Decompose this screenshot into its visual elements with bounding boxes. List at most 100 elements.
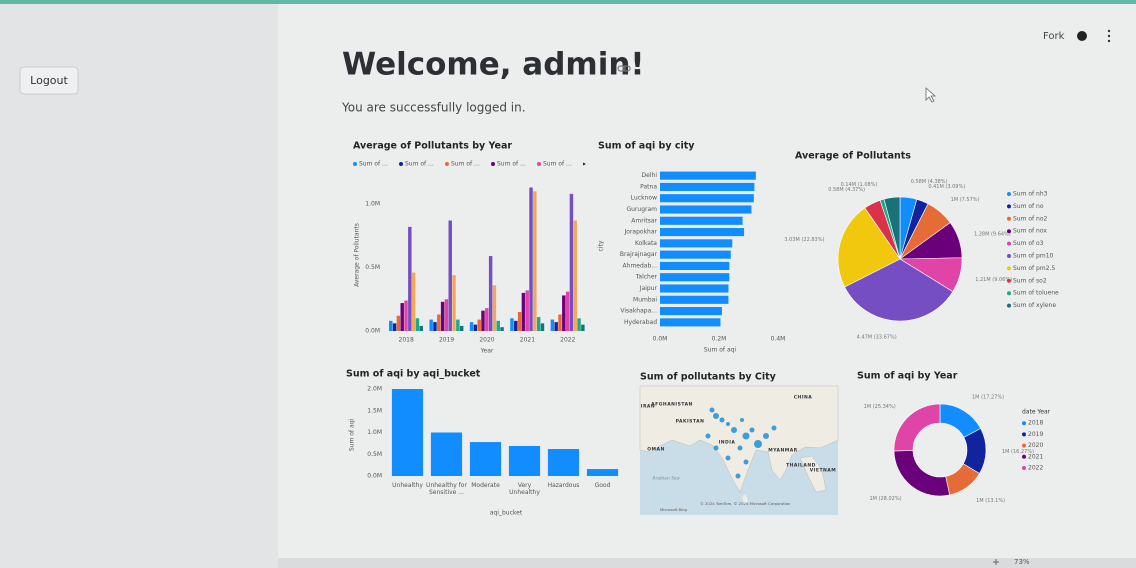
link-icon[interactable] [617, 65, 631, 72]
chart-title: Sum of pollutants by City [640, 372, 777, 383]
bar [529, 187, 533, 331]
y-axis-label: Sum of aqi [349, 419, 356, 452]
y-tick-label: 2.0M [367, 386, 382, 393]
bar [437, 314, 441, 331]
y-tick-label: 1.0M [365, 201, 380, 208]
bar [660, 216, 743, 225]
data-label: 1M (13.1%) [976, 498, 1005, 504]
x-tick-label: 0.4M [771, 336, 786, 343]
zoom-level: 73% [1014, 558, 1030, 566]
y-tick-label: Brajrajnagar [620, 251, 658, 258]
menu-dot [1107, 39, 1111, 43]
x-tick-label: 0.2M [712, 336, 727, 343]
bar [521, 292, 526, 331]
y-tick-label: Mumbai [633, 296, 657, 303]
bar [404, 300, 408, 331]
y-tick-label: Jaipur [639, 285, 658, 292]
bar [448, 220, 452, 331]
github-icon[interactable] [1077, 31, 1087, 41]
city-dot [749, 427, 755, 433]
legend-label: Sum of nox [1013, 228, 1047, 235]
legend-swatch [537, 162, 541, 166]
legend-label: 2020 [1028, 442, 1043, 449]
y-axis-label: Average of Pollutants [354, 223, 361, 287]
bar [481, 310, 485, 331]
bar [577, 318, 581, 331]
data-label: 1M (7.57%) [951, 197, 980, 203]
x-tick-label: Moderate [471, 482, 500, 489]
data-label: 1M (16.27%) [1002, 449, 1034, 455]
legend-swatch [1007, 241, 1011, 246]
bar [444, 299, 449, 331]
bar [440, 301, 445, 331]
y-tick-label: 0.0M [365, 328, 380, 335]
bar [660, 239, 733, 248]
bar [477, 319, 481, 331]
y-tick-label: Kolkata [635, 240, 657, 247]
menu-icon[interactable] [1107, 29, 1111, 43]
link-ring [622, 65, 631, 72]
city-dot [713, 445, 719, 451]
bar [469, 322, 474, 331]
city-dot [743, 459, 749, 465]
y-tick-label: Amritsar [631, 217, 657, 224]
bar [456, 319, 460, 331]
legend-swatch [1022, 421, 1026, 426]
legend-swatch [1022, 454, 1026, 459]
chart-title: Average of Pollutants by Year [353, 141, 512, 152]
bar [573, 220, 577, 331]
bar [533, 191, 537, 331]
legend-swatch [1007, 192, 1011, 196]
bar [660, 295, 729, 304]
legend-swatch [399, 162, 403, 166]
bar [660, 194, 754, 203]
data-label: 1.28M (9.64%) [974, 232, 1011, 238]
legend-label: Sum of ... [497, 161, 526, 168]
y-tick-label: 0.5M [365, 264, 380, 271]
bar [569, 193, 574, 331]
legend-swatch [1022, 432, 1026, 437]
y-tick-label: Hyderabad [624, 319, 657, 326]
fork-label[interactable]: Fork [1043, 31, 1065, 42]
bar [660, 307, 722, 316]
logout-label[interactable]: Logout [30, 74, 68, 87]
y-tick-label: Lucknow [631, 195, 657, 202]
bar [485, 308, 489, 331]
legend-label: Sum of o3 [1013, 240, 1044, 247]
data-label: 0.58M (4.37%) [828, 187, 865, 193]
bar [536, 317, 541, 331]
legend-swatch [1007, 291, 1011, 296]
city-dot [709, 407, 715, 413]
legend-swatch [1022, 443, 1026, 448]
chart-title: Sum of aqi by city [598, 141, 695, 152]
logout-button[interactable] [19, 66, 79, 95]
data-label: 0.14M (1.08%) [841, 182, 878, 188]
bar [473, 324, 478, 331]
bar [392, 323, 397, 331]
land [742, 494, 748, 504]
data-label: 1M (17.27%) [972, 394, 1004, 400]
y-tick-label: Delhi [642, 172, 658, 179]
bar [660, 250, 731, 259]
city-dot [725, 455, 731, 461]
bar [660, 228, 745, 237]
bar [517, 311, 522, 331]
legend-swatch [1022, 466, 1026, 470]
legend-label: Sum of ... [405, 161, 434, 168]
city-dot [763, 433, 769, 439]
x-tick-label: 2022 [560, 337, 575, 344]
legend-label: Sum of pm2.5 [1013, 265, 1055, 272]
city-dot [705, 433, 711, 439]
city-dot [737, 445, 743, 451]
bar [547, 449, 580, 476]
legend-swatch [1007, 229, 1011, 234]
legend-swatch [353, 162, 357, 166]
bar [660, 182, 755, 191]
legend-label: 2018 [1028, 420, 1043, 427]
map-credit: Microsoft Bing [660, 507, 688, 512]
y-tick-label: Ahmedab... [623, 262, 658, 269]
bar [581, 324, 585, 331]
bar [660, 261, 730, 270]
bar [391, 389, 424, 476]
